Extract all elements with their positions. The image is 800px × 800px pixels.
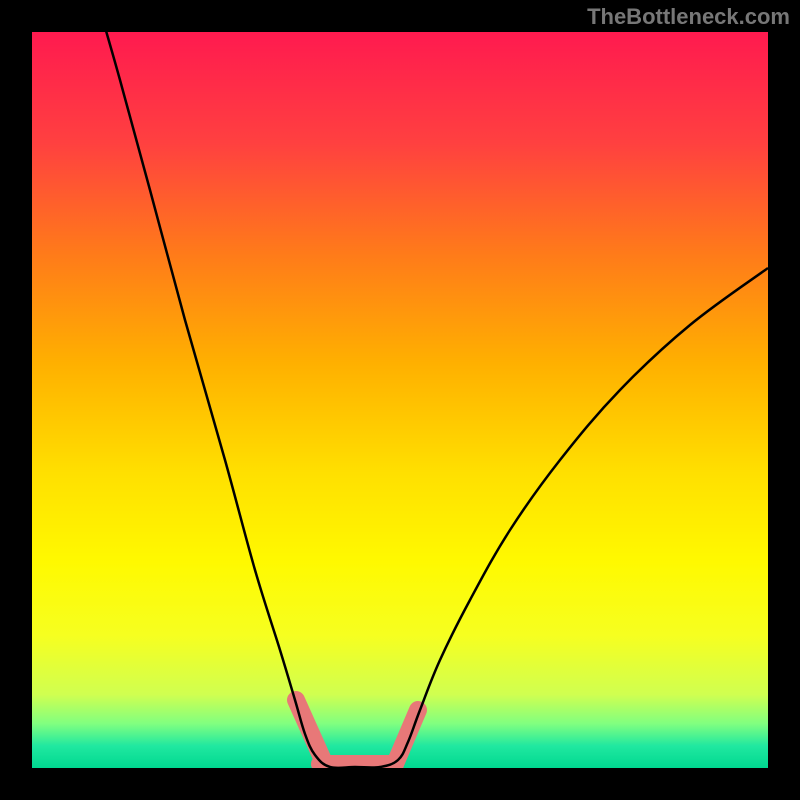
bottleneck-chart (0, 0, 800, 800)
plot-background (32, 32, 768, 768)
